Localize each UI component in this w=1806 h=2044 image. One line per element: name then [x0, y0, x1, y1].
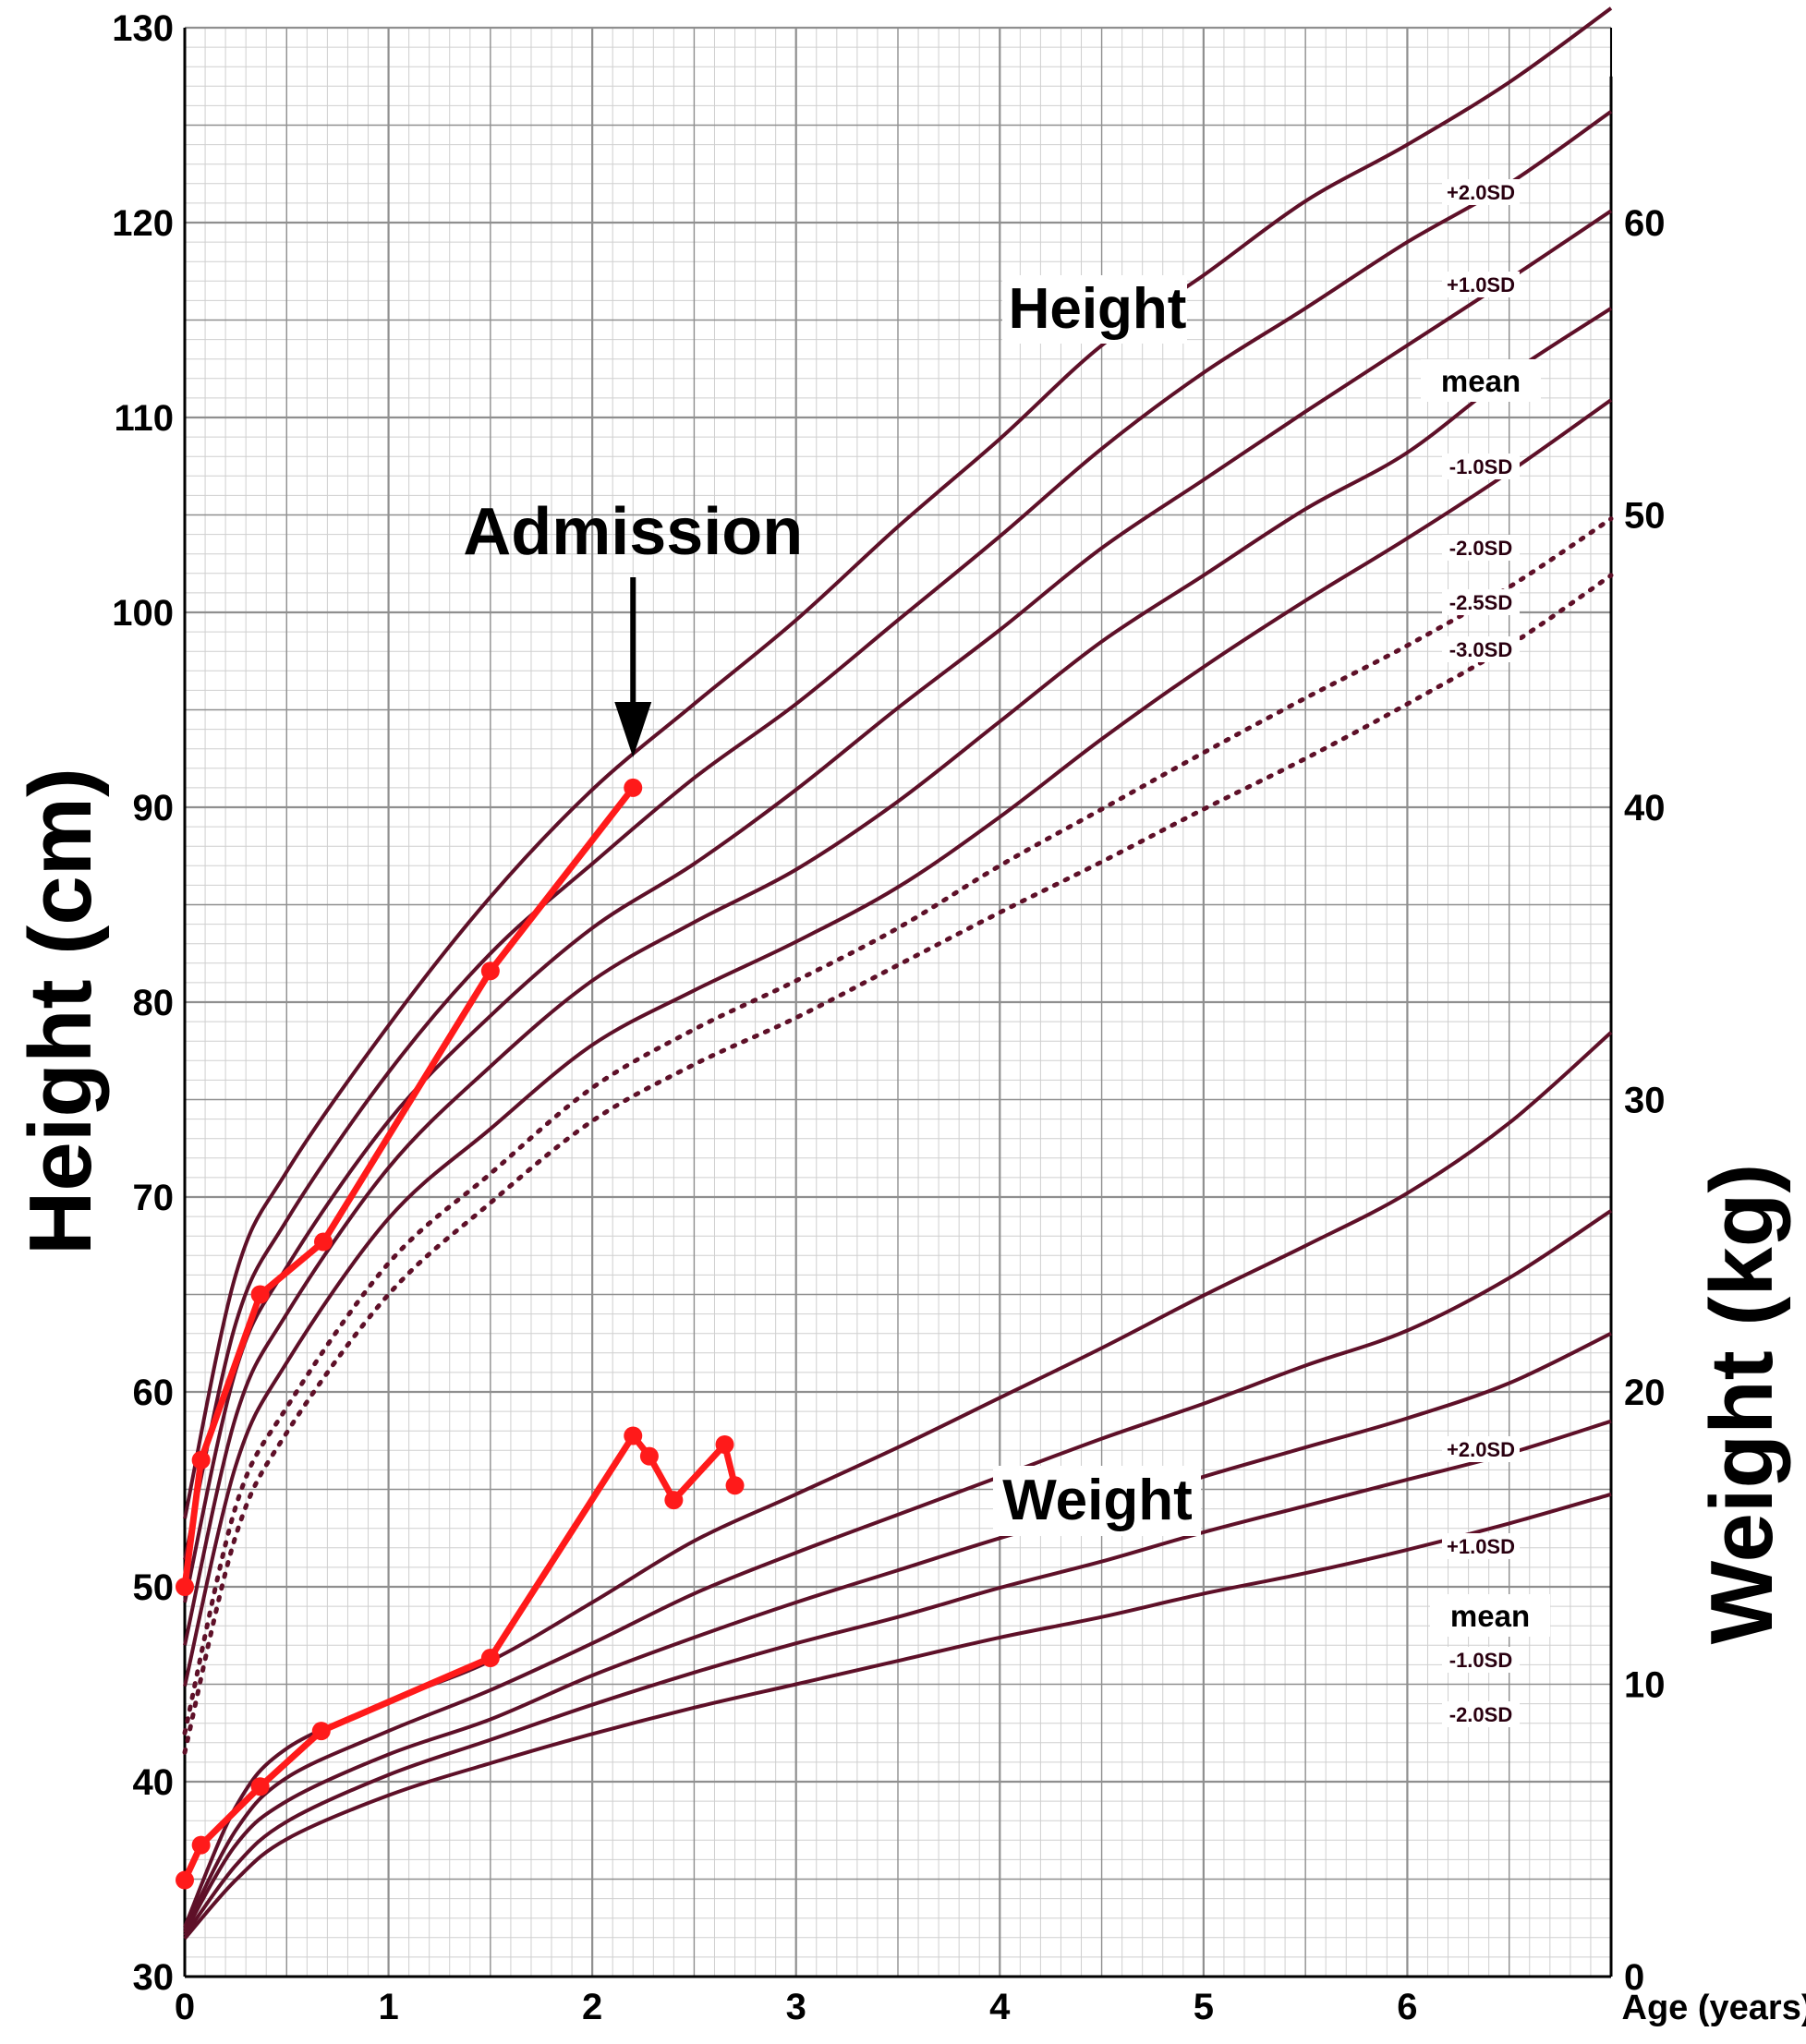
height-curve-label-minus-3-0sd: -3.0SD	[1449, 638, 1512, 661]
y-right-tick-label: 40	[1624, 788, 1666, 828]
height-curve-label-minus-1-0sd: -1.0SD	[1449, 455, 1512, 478]
patient-weight-point	[664, 1491, 684, 1510]
y-left-tick-label: 50	[133, 1567, 175, 1608]
admission-arrow-head	[614, 702, 652, 757]
weight-curve-label-minus-1-0sd: -1.0SD	[1449, 1649, 1512, 1672]
weight-curve-mean	[183, 1331, 1612, 1934]
y-left-tick-label: 70	[133, 1178, 175, 1218]
patient-weight-point	[725, 1476, 745, 1495]
x-tick-label: 4	[989, 1987, 1011, 2027]
patient-weight-point	[624, 1426, 643, 1445]
height-curve-minus-3-0sd	[182, 573, 1614, 1755]
height-curve-label-bg-minus-2-5sd	[1442, 589, 1520, 615]
weight-section-title-bg	[993, 1466, 1201, 1536]
weight-curve-label-bg-plusminus-1-0sd	[1442, 1533, 1520, 1559]
y-left-tick-label: 30	[133, 1957, 175, 1998]
patient-height-point	[480, 962, 500, 981]
x-tick-label: 0	[175, 1987, 195, 2027]
height-curve-plusminus-1-0sd	[183, 110, 1613, 1560]
x-tick-label: 6	[1397, 1987, 1417, 2027]
height-curve-minus-1-0sd	[183, 307, 1613, 1646]
weight-curve-label-mean: mean	[1450, 1599, 1530, 1633]
weight-curve-label-bg-minus-2-0sd	[1442, 1701, 1520, 1727]
y-left-tick-label: 110	[114, 398, 174, 439]
height-section-title-bg	[1002, 275, 1187, 344]
weight-curve-plusminus-1-0sd	[183, 1209, 1613, 1931]
x-axis-title: Age (years)	[1622, 1989, 1806, 2027]
patient-height-point	[250, 1285, 270, 1304]
weight-curve-label-minus-2-0sd: -2.0SD	[1449, 1703, 1512, 1726]
patient-weight-point	[311, 1722, 331, 1741]
y-left-tick-label: 100	[112, 593, 174, 634]
patient-weight-line	[181, 1433, 738, 1882]
height-curve-label-bg-minus-1-0sd	[1442, 454, 1520, 479]
patient-weight-point	[250, 1777, 270, 1796]
chart-grid	[183, 26, 1613, 1978]
y-left-tick-label: 120	[112, 203, 174, 244]
y-left-tick-label: 80	[133, 983, 175, 1023]
weight-section-title: Weight	[1002, 1469, 1193, 1532]
patient-data	[176, 778, 745, 1890]
height-curve-minus-2-5sd	[182, 516, 1614, 1736]
admission-annotation-label: Admission	[463, 495, 803, 569]
height-curve-label-mean: mean	[1441, 364, 1521, 398]
height-curve-label-bg-plusminus-2-0sd	[1442, 179, 1520, 205]
y-left-tick-label: 60	[133, 1373, 175, 1413]
y-left-axis-title: Height (cm)	[11, 768, 110, 1255]
patient-height-point	[191, 1450, 211, 1470]
height-curve-label-bg-minus-2-0sd	[1442, 535, 1520, 561]
patient-height-point	[313, 1232, 333, 1252]
y-right-tick-label: 10	[1624, 1665, 1666, 1706]
y-right-tick-label: 20	[1624, 1373, 1666, 1413]
patient-weight-point	[639, 1446, 659, 1466]
y-left-tick-label: 40	[133, 1762, 175, 1803]
height-curve-label-plusminus-1-0sd: +1.0SD	[1447, 273, 1515, 296]
patient-height-point	[176, 1578, 194, 1596]
height-curve-label-plusminus-2-0sd: +2.0SD	[1447, 181, 1515, 204]
y-right-tick-label: 30	[1624, 1081, 1666, 1121]
height-section-title: Height	[1009, 277, 1187, 341]
patient-weight-point	[191, 1835, 211, 1855]
chart-axes	[183, 28, 1613, 1978]
height-curve-label-bg-mean	[1421, 359, 1541, 402]
weight-curve-label-bg-minus-1-0sd	[1442, 1647, 1520, 1673]
x-tick-label: 3	[786, 1987, 806, 2027]
x-tick-label: 1	[378, 1987, 398, 2027]
patient-weight-point	[176, 1870, 194, 1890]
patient-height-line	[181, 785, 636, 1588]
height-curve-minus-2-0sd	[183, 398, 1613, 1687]
chart-text: 30 40 50 60 70 80 90 100 110 120 130 0 10 20 30 40 50 60 0…	[11, 8, 1806, 2027]
y-right-tick-label: 0	[1624, 1957, 1644, 1998]
height-curve-label-bg-minus-3-0sd	[1442, 636, 1520, 662]
y-right-tick-label: 60	[1624, 203, 1666, 244]
y-left-tick-label: 130	[112, 8, 174, 49]
y-left-tick-label: 90	[133, 788, 175, 828]
weight-curve-label-bg-mean	[1430, 1594, 1550, 1637]
height-curve-label-bg-plusminus-1-0sd	[1442, 272, 1520, 297]
weight-curve-label-bg-plusminus-2-0sd	[1442, 1436, 1520, 1462]
y-right-axis-title: Weight (kg)	[1692, 1164, 1791, 1645]
height-curve-label-minus-2-5sd: -2.5SD	[1449, 591, 1512, 614]
patient-weight-point	[480, 1649, 500, 1668]
weight-curve-label-plusminus-1-0sd: +1.0SD	[1447, 1535, 1515, 1558]
weight-curve-label-plusminus-2-0sd: +2.0SD	[1447, 1438, 1515, 1461]
patient-weight-point	[715, 1434, 734, 1454]
weight-curve-minus-2-0sd	[183, 1492, 1612, 1941]
x-tick-label: 2	[582, 1987, 602, 2027]
x-tick-label: 5	[1194, 1987, 1214, 2027]
height-curve-label-minus-2-0sd: -2.0SD	[1449, 537, 1512, 560]
reference-curves	[182, 6, 1614, 1941]
height-curve-mean	[183, 209, 1613, 1603]
weight-curve-minus-1-0sd	[183, 1419, 1612, 1937]
height-curve-plusminus-2-0sd	[183, 6, 1613, 1519]
patient-height-point	[624, 778, 643, 797]
y-right-tick-label: 50	[1624, 496, 1666, 537]
